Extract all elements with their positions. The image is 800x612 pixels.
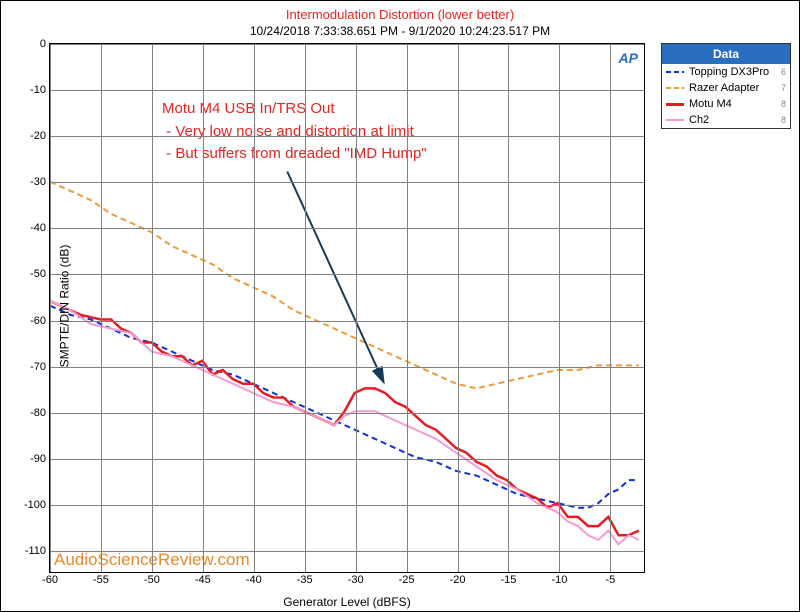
chart-title: Intermodulation Distortion (lower better… <box>1 7 799 22</box>
y-tick: -20 <box>30 130 50 142</box>
x-tick: -45 <box>195 572 211 586</box>
legend-label: Ch2 <box>689 114 778 126</box>
legend-label: Topping DX3Pro <box>689 66 778 78</box>
series-razer-adapter <box>50 182 639 389</box>
y-tick: -80 <box>30 407 50 419</box>
x-tick: -60 <box>42 572 58 586</box>
legend-swatch <box>666 87 684 89</box>
x-tick: -25 <box>399 572 415 586</box>
x-tick: -50 <box>144 572 160 586</box>
legend-sub: 6 <box>781 67 786 77</box>
y-tick: -50 <box>30 268 50 280</box>
legend-label: Razer Adapter <box>689 82 778 94</box>
legend: Data Topping DX3Pro6Razer Adapter7Motu M… <box>661 43 791 129</box>
plot-area: AP AudioScienceReview.com Motu M4 USB In… <box>49 43 645 573</box>
x-tick: -35 <box>297 572 313 586</box>
legend-item: Topping DX3Pro6 <box>662 64 790 80</box>
x-tick: -20 <box>450 572 466 586</box>
x-tick: -10 <box>551 572 567 586</box>
y-tick: -10 <box>30 84 50 96</box>
legend-label: Motu M4 <box>689 98 778 110</box>
series-topping-dx3pro <box>50 306 639 508</box>
y-tick: -60 <box>30 315 50 327</box>
y-tick: -110 <box>25 545 50 557</box>
series-ch2 <box>50 301 639 544</box>
legend-item: Motu M48 <box>662 96 790 112</box>
legend-sub: 8 <box>781 99 786 109</box>
legend-swatch <box>666 71 684 73</box>
x-tick: -55 <box>93 572 109 586</box>
x-tick: -40 <box>246 572 262 586</box>
legend-item: Razer Adapter7 <box>662 80 790 96</box>
y-tick: -70 <box>30 361 50 373</box>
legend-swatch <box>666 103 684 106</box>
legend-item: Ch28 <box>662 112 790 128</box>
x-tick: -15 <box>501 572 517 586</box>
y-tick: -100 <box>24 499 50 511</box>
series-motu-m4 <box>50 301 639 535</box>
y-tick: -40 <box>30 222 50 234</box>
legend-sub: 7 <box>781 83 786 93</box>
y-tick: -30 <box>30 176 50 188</box>
x-axis-label: Generator Level (dBFS) <box>49 595 645 609</box>
chart-container: Intermodulation Distortion (lower better… <box>0 0 800 612</box>
legend-swatch <box>666 119 684 121</box>
legend-body: Topping DX3Pro6Razer Adapter7Motu M48Ch2… <box>662 64 790 128</box>
legend-header: Data <box>662 44 790 64</box>
y-tick: 0 <box>40 38 50 50</box>
chart-timestamp: 10/24/2018 7:33:38.651 PM - 9/1/2020 10:… <box>1 24 799 38</box>
y-axis-label: SMPTE/DIN Ratio (dB) <box>57 245 71 368</box>
x-tick: -5 <box>605 572 615 586</box>
x-tick: -30 <box>348 572 364 586</box>
annotation-arrow <box>287 172 384 383</box>
legend-sub: 8 <box>781 115 786 125</box>
y-tick: -90 <box>30 453 50 465</box>
annotation-text: Motu M4 USB In/TRS Out - Very low noise … <box>162 98 427 166</box>
